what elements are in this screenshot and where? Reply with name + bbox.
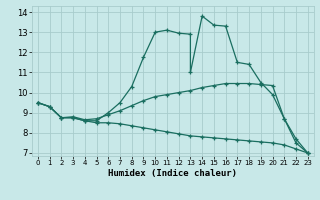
X-axis label: Humidex (Indice chaleur): Humidex (Indice chaleur) bbox=[108, 169, 237, 178]
